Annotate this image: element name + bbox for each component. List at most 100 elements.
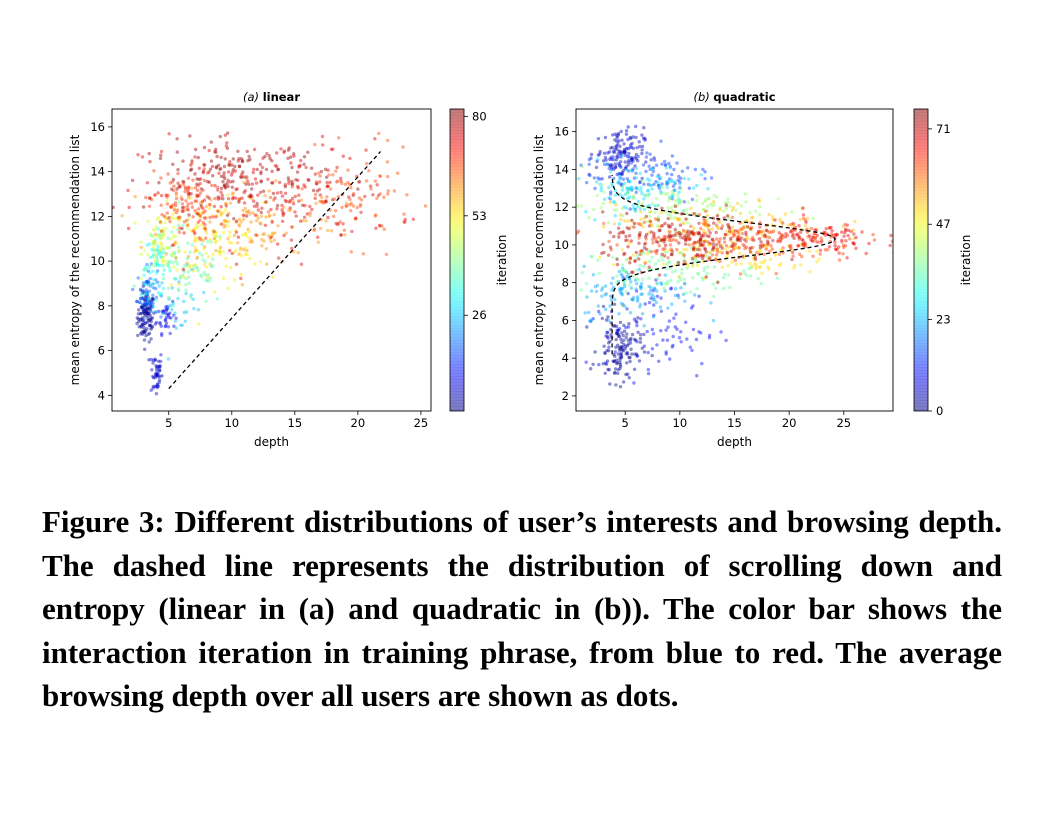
- data-point: [259, 222, 263, 226]
- data-point: [248, 212, 252, 216]
- data-point: [647, 203, 652, 208]
- data-point: [617, 235, 621, 239]
- data-point: [323, 167, 328, 171]
- data-point: [781, 222, 785, 226]
- data-point: [195, 177, 199, 181]
- data-point: [671, 343, 675, 348]
- data-point: [181, 159, 185, 163]
- data-point: [145, 293, 149, 297]
- data-point: [155, 262, 159, 266]
- data-point: [280, 208, 284, 212]
- data-point: [148, 270, 152, 275]
- data-point: [619, 151, 623, 156]
- data-point: [177, 218, 181, 222]
- data-point: [630, 169, 635, 173]
- data-point: [138, 301, 142, 305]
- data-point: [154, 320, 159, 325]
- data-point: [833, 243, 837, 248]
- data-point: [144, 291, 149, 295]
- data-point: [635, 282, 639, 286]
- data-point: [733, 229, 737, 233]
- data-point: [361, 252, 365, 256]
- data-point: [666, 206, 670, 210]
- data-point: [813, 236, 817, 240]
- data-point: [197, 193, 201, 198]
- data-point: [636, 297, 640, 301]
- data-point: [148, 308, 153, 312]
- data-point: [667, 238, 671, 242]
- data-point: [141, 205, 146, 209]
- data-point: [595, 159, 599, 163]
- data-point: [133, 194, 137, 199]
- data-point: [676, 178, 680, 182]
- data-point: [178, 184, 182, 188]
- data-point: [276, 167, 281, 171]
- data-point: [178, 185, 182, 189]
- data-point: [691, 242, 695, 247]
- data-point: [632, 295, 636, 300]
- data-point: [696, 272, 701, 276]
- data-point: [730, 215, 735, 220]
- data-point: [704, 209, 708, 213]
- data-point: [830, 229, 834, 233]
- data-point: [139, 305, 143, 309]
- data-point: [380, 224, 384, 228]
- data-point: [741, 243, 745, 247]
- data-point: [634, 176, 639, 180]
- data-point: [614, 202, 618, 207]
- data-point: [222, 164, 227, 169]
- data-point: [636, 154, 640, 159]
- data-point: [204, 279, 208, 283]
- y-tick-label: 12: [554, 200, 569, 214]
- data-point: [758, 264, 762, 269]
- data-point: [743, 246, 747, 251]
- data-point: [670, 345, 674, 349]
- data-point: [710, 227, 714, 231]
- data-point: [209, 159, 214, 163]
- data-point: [606, 318, 611, 323]
- data-point: [616, 133, 620, 137]
- data-point: [579, 204, 584, 208]
- data-point: [601, 242, 605, 247]
- data-point: [148, 323, 153, 328]
- data-point: [135, 321, 139, 326]
- data-point: [796, 244, 800, 248]
- data-point: [664, 350, 668, 354]
- data-point: [683, 238, 688, 243]
- data-point: [268, 157, 272, 161]
- data-point: [260, 237, 264, 242]
- data-point: [303, 185, 307, 189]
- data-point: [644, 232, 649, 237]
- data-point: [612, 262, 616, 267]
- data-point: [617, 178, 621, 182]
- data-point: [385, 138, 390, 143]
- data-point: [652, 313, 656, 318]
- data-point: [646, 188, 651, 193]
- data-point: [640, 133, 644, 137]
- data-point: [635, 353, 639, 358]
- data-point: [769, 244, 773, 248]
- data-point: [710, 248, 715, 252]
- data-point: [151, 301, 155, 305]
- data-point: [707, 234, 711, 239]
- data-point: [149, 337, 153, 341]
- panel-title: (a) linear: [243, 90, 300, 104]
- data-point: [625, 226, 629, 230]
- data-point: [349, 209, 353, 213]
- data-point: [754, 265, 758, 269]
- data-point: [231, 168, 235, 172]
- data-point: [585, 325, 589, 329]
- data-point: [187, 265, 191, 269]
- data-point: [271, 191, 276, 196]
- data-point: [262, 239, 266, 243]
- data-point: [726, 200, 730, 205]
- data-point: [244, 210, 249, 214]
- data-point: [615, 332, 619, 336]
- data-point: [613, 138, 617, 142]
- data-point: [187, 217, 191, 221]
- figure-caption: Figure 3: Different distributions of use…: [42, 500, 1002, 718]
- data-point: [622, 205, 627, 209]
- data-point: [620, 248, 625, 252]
- data-point: [175, 137, 179, 141]
- data-point: [283, 198, 287, 203]
